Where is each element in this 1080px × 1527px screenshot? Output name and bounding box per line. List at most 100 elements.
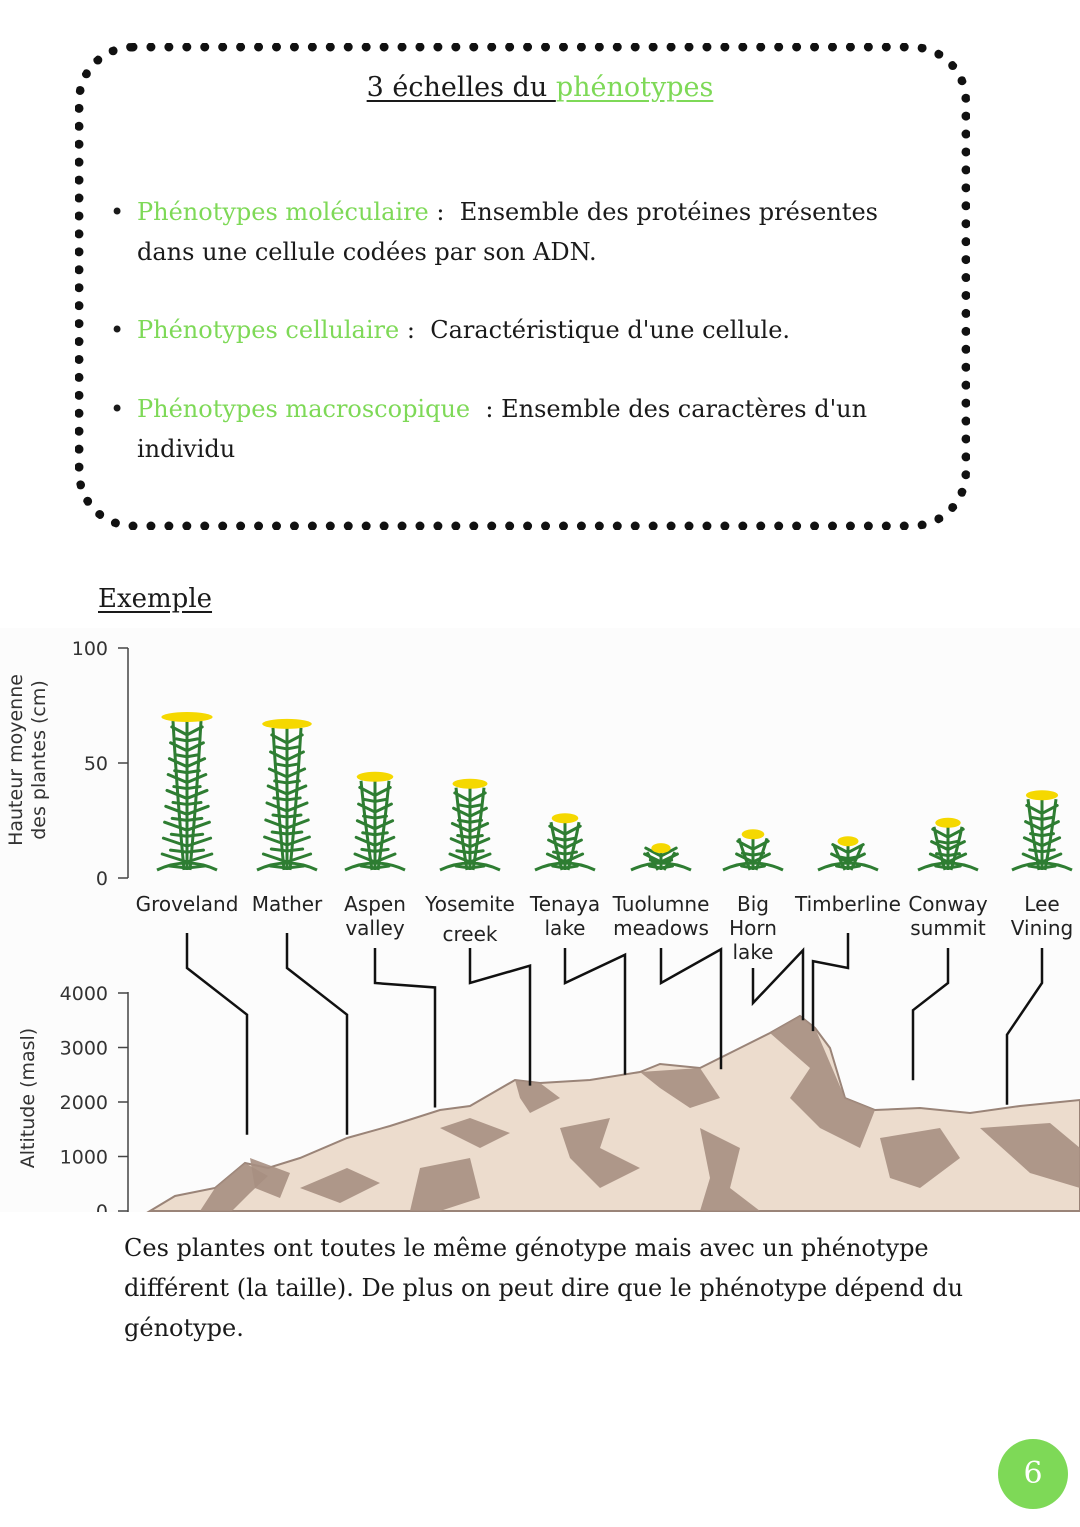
plant-base-leaves	[722, 861, 784, 872]
page-number-badge: 6	[998, 1439, 1068, 1509]
plant-leaf	[548, 824, 582, 842]
mountain-rock-shade	[880, 1128, 960, 1188]
mountain-rock-shade	[250, 1158, 290, 1198]
definition-text: Ensemble des caractères d'un individu	[137, 395, 868, 463]
plant-leaf	[160, 852, 214, 870]
plant-leaf	[358, 785, 392, 803]
plant-icon	[917, 817, 979, 872]
site-label: Lee	[1024, 892, 1059, 916]
plant-leaf	[448, 852, 492, 870]
definition-item-molecular: • Phénotypes moléculaire : Ensemble des …	[110, 192, 930, 272]
bullet-icon: •	[110, 395, 125, 423]
example-heading: Exemple	[98, 584, 213, 614]
mountain-rock-shade	[410, 1158, 480, 1211]
plant-leaf	[267, 767, 307, 785]
plant-icon	[1011, 790, 1073, 872]
definitions-box	[75, 43, 970, 530]
plant-base-leaves	[439, 861, 501, 872]
mountain-rock-shade	[640, 1068, 720, 1108]
bullet-icon: •	[110, 316, 125, 344]
site-label: Horn	[729, 916, 777, 940]
plant-leaf	[264, 818, 310, 836]
plant-flower	[161, 712, 213, 722]
plant-leaf	[453, 791, 487, 809]
mountain-rock-shade	[560, 1118, 640, 1188]
plant-leaf	[1021, 852, 1063, 870]
site-label: Timberline	[794, 892, 901, 916]
site-label: Tenaya	[529, 892, 600, 916]
site-label: Vining	[1011, 916, 1073, 940]
plant-flower	[551, 813, 579, 824]
plant-base-leaves	[917, 861, 979, 872]
plant-leaf	[1025, 803, 1059, 821]
plant-leaf	[736, 839, 770, 857]
plant-icon	[256, 718, 318, 872]
definition-item-macroscopic: • Phénotypes macroscopique : Ensemble de…	[110, 389, 930, 469]
plant-leaf	[452, 806, 488, 824]
site-connector-line	[468, 948, 532, 1086]
plant-leaf	[166, 773, 208, 791]
plant-base-leaves	[817, 861, 879, 872]
plant-flower	[651, 843, 671, 854]
plant-leaf	[545, 852, 585, 870]
plant-leaf	[355, 819, 395, 837]
definition-term: Phénotypes cellulaire	[137, 316, 400, 344]
mountain-rock-shade	[515, 1080, 560, 1113]
site-connector-line	[659, 947, 723, 1070]
site-connector-line	[751, 947, 805, 1021]
top-ylabel-line1: Hauteur moyenne	[5, 674, 27, 846]
site-label: Mather	[252, 892, 323, 916]
plant-base-leaves	[630, 861, 692, 872]
plant-leaf	[265, 801, 309, 819]
plant-leaf	[353, 852, 397, 870]
plant-base-leaves	[256, 861, 318, 872]
plant-leaf	[170, 725, 204, 743]
site-label: Tuolumne	[612, 892, 710, 916]
plant-leaf	[165, 788, 209, 806]
plant-leaf	[643, 852, 679, 870]
plant-leaf	[266, 784, 308, 802]
site-connector-line	[285, 933, 349, 1135]
site-label: lake	[545, 916, 586, 940]
bottom-y-tick-label: 4000	[60, 983, 108, 1005]
site-connector-line	[911, 948, 950, 1081]
site-label: Yosemite	[424, 892, 515, 916]
plant-leaf	[930, 840, 966, 858]
plant-icon	[439, 778, 501, 872]
definition-separator: :	[428, 198, 460, 226]
box-title: 3 échelles du phénotypes	[0, 72, 1080, 103]
definition-text: Ensemble des protéines présentes dans un…	[137, 198, 878, 266]
plant-leaf	[161, 836, 213, 854]
plant-leaf	[831, 843, 865, 861]
plant-leaf	[261, 852, 313, 870]
plant-leaf	[357, 802, 393, 820]
mountain-silhouette	[146, 1014, 1080, 1212]
plant-leaf	[644, 846, 678, 864]
plant-flower	[837, 836, 859, 847]
top-y-tick-label: 100	[72, 638, 108, 660]
top-y-tick-label: 50	[84, 753, 108, 775]
plant-leaf	[269, 750, 305, 768]
definition-term: Phénotypes macroscopique	[137, 395, 471, 423]
plant-flower	[1025, 790, 1059, 801]
top-ylabel-line2: des plantes (cm)	[28, 680, 50, 840]
definition-text: Caractéristique d'une cellule.	[430, 316, 791, 344]
mountain-rock-shade	[200, 1163, 268, 1211]
figure-svg: Hauteur moyenne des plantes (cm) 100500 …	[0, 628, 1080, 1223]
plant-leaf	[450, 821, 490, 839]
bottom-y-tick-label: 2000	[60, 1092, 108, 1114]
definition-term: Phénotypes moléculaire	[137, 198, 429, 226]
site-label: Aspen	[344, 892, 406, 916]
site-label: creek	[443, 922, 498, 946]
plant-leaf	[164, 804, 210, 822]
plant-leaf	[735, 852, 771, 870]
mountain-rock-shade	[980, 1123, 1080, 1188]
site-label: Conway	[908, 892, 987, 916]
plant-leaf	[169, 741, 205, 759]
mountain-rock-shade	[440, 1118, 510, 1148]
bullet-icon: •	[110, 198, 125, 226]
plant-icon	[817, 836, 879, 872]
site-connector-line	[563, 948, 627, 1075]
plant-leaf	[167, 757, 207, 775]
site-connector-line	[185, 933, 249, 1135]
